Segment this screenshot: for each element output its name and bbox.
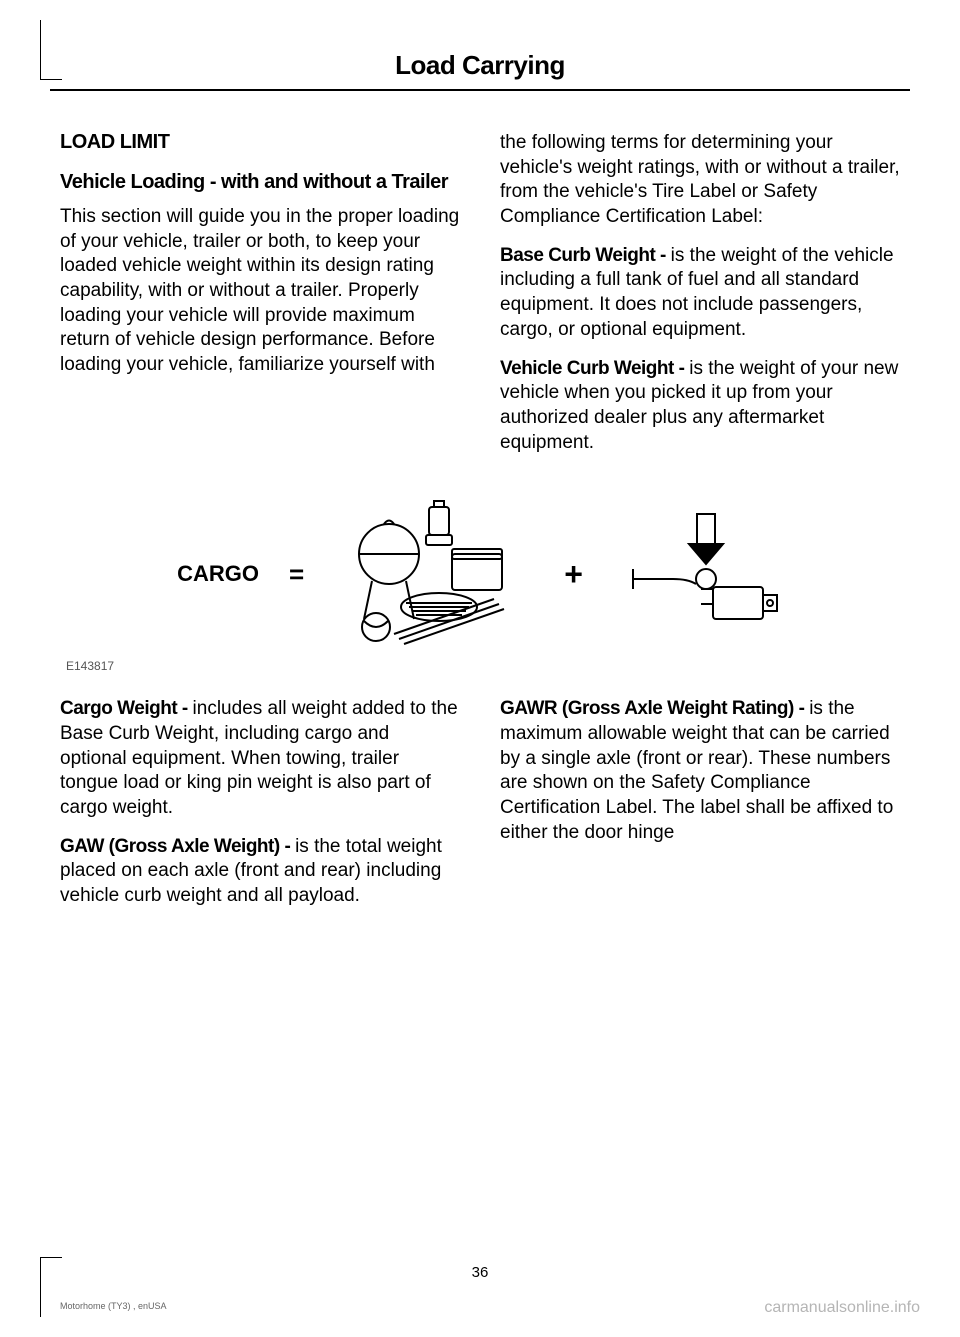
left-column-bottom: Cargo Weight - includes all weight added… [60, 697, 460, 923]
top-columns: LOAD LIMIT Vehicle Loading - with and wi… [60, 131, 900, 469]
sub-heading: Vehicle Loading - with and without a Tra… [60, 170, 460, 195]
gawr-text: is the maximum allowable weight that can… [500, 698, 893, 842]
gaw-label: GAW (Gross Axle Weight) - [60, 836, 295, 857]
right-column-top: the following terms for determining your… [500, 131, 900, 469]
cargo-items-illustration [334, 499, 534, 649]
cargo-figure: CARGO = [60, 499, 900, 649]
footer-left: Motorhome (TY3) , enUSA [60, 1301, 167, 1311]
cargo-weight-label: Cargo Weight - [60, 698, 193, 719]
left-column-top: LOAD LIMIT Vehicle Loading - with and wi… [60, 131, 460, 469]
chapter-title: Load Carrying [50, 50, 910, 81]
footer-watermark: carmanualsonline.info [764, 1299, 920, 1317]
bottom-columns: Cargo Weight - includes all weight added… [60, 697, 900, 923]
gaw: GAW (Gross Axle Weight) - is the total w… [60, 835, 460, 909]
intro-continued: the following terms for determining your… [500, 131, 900, 230]
plus-sign: + [564, 556, 583, 593]
vehicle-curb-weight: Vehicle Curb Weight - is the weight of y… [500, 357, 900, 456]
cargo-weight: Cargo Weight - includes all weight added… [60, 697, 460, 820]
crop-mark [40, 20, 62, 80]
gawr: GAWR (Gross Axle Weight Rating) - is the… [500, 697, 900, 845]
figure-code: E143817 [66, 659, 900, 673]
trailer-hitch-illustration [613, 509, 783, 639]
section-heading: LOAD LIMIT [60, 131, 460, 154]
page-number: 36 [0, 1264, 960, 1281]
equals-sign: = [289, 559, 304, 590]
base-curb-label: Base Curb Weight - [500, 245, 671, 266]
intro-paragraph: This section will guide you in the prope… [60, 205, 460, 378]
gawr-label: GAWR (Gross Axle Weight Rating) - [500, 698, 809, 719]
cargo-label: CARGO [177, 561, 259, 587]
base-curb-weight: Base Curb Weight - is the weight of the … [500, 244, 900, 343]
right-column-bottom: GAWR (Gross Axle Weight Rating) - is the… [500, 697, 900, 923]
vehicle-curb-label: Vehicle Curb Weight - [500, 358, 689, 379]
page-header: Load Carrying [50, 50, 910, 91]
